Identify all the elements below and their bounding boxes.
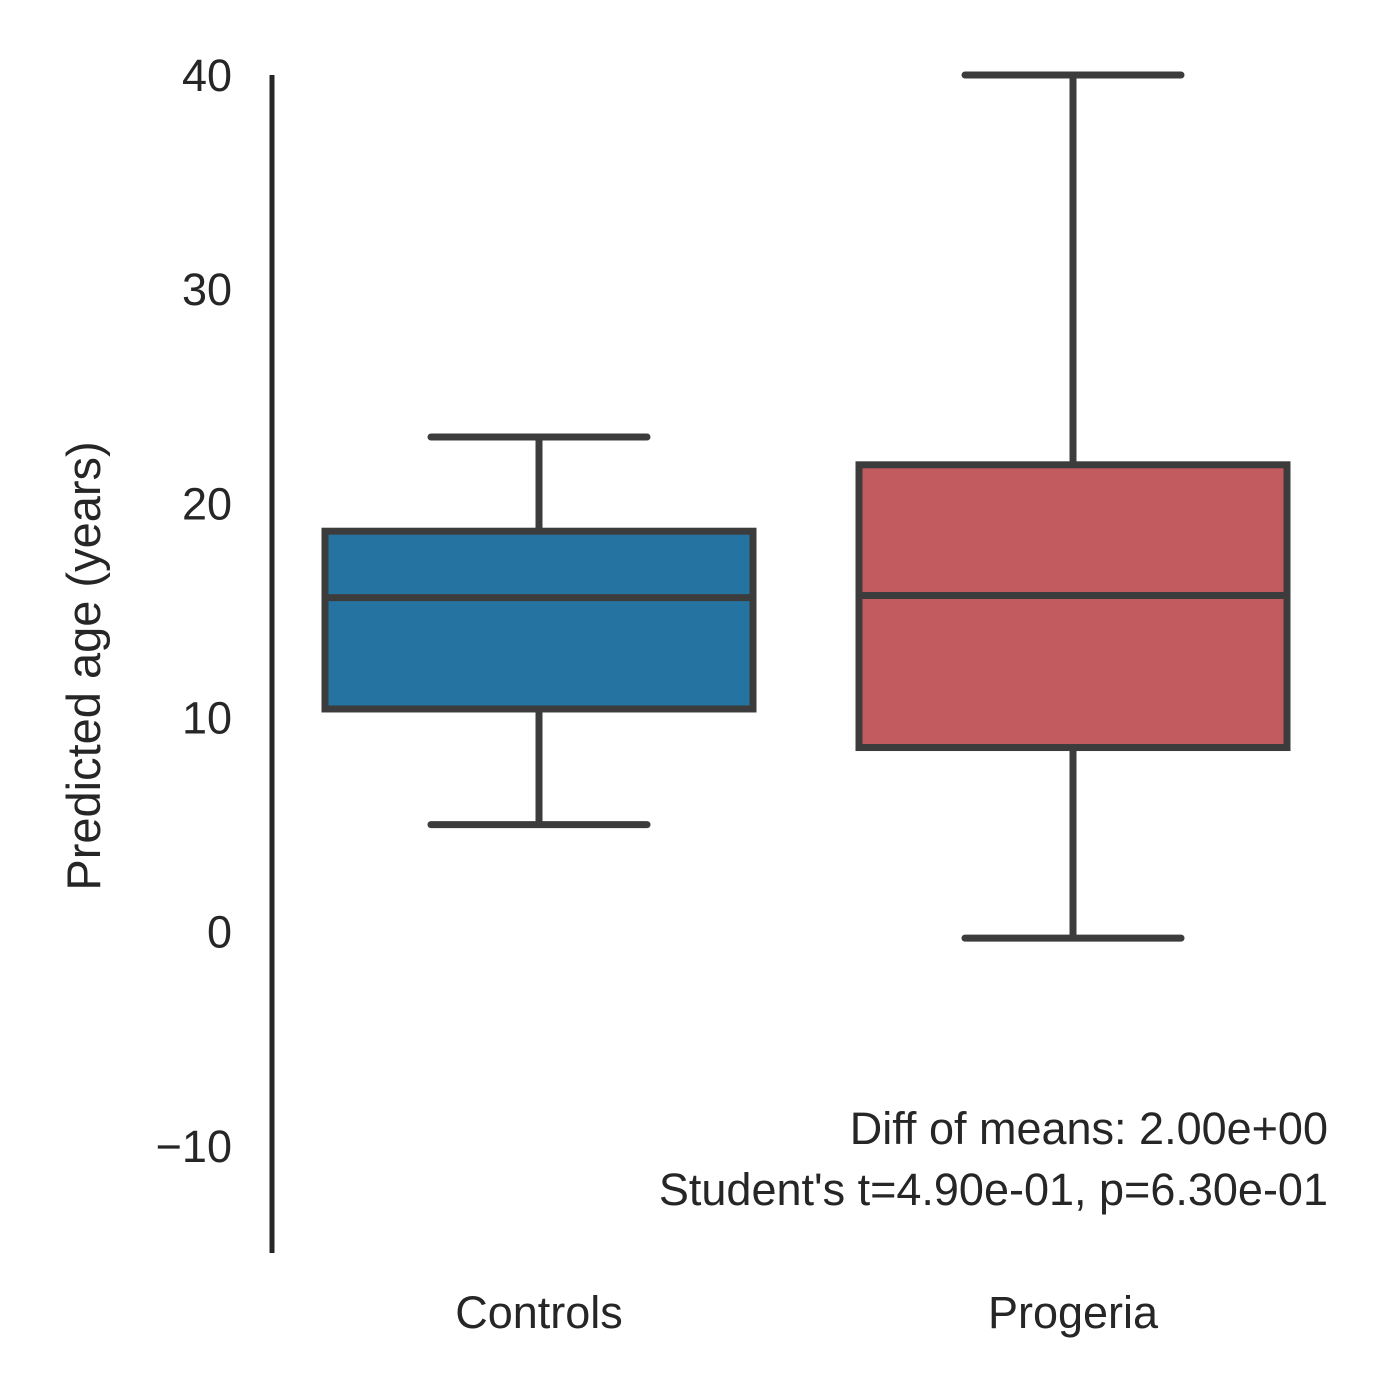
y-axis-ticks: −10 0 10 20 30 40	[156, 50, 232, 1172]
annotation-diff-of-means: Diff of means: 2.00e+00	[850, 1103, 1328, 1154]
y-tick-label: 40	[182, 50, 232, 101]
y-tick-label: 30	[182, 264, 232, 315]
y-tick-label: −10	[156, 1121, 232, 1172]
annotation-t-test: Student's t=4.90e-01, p=6.30e-01	[659, 1164, 1328, 1215]
x-axis-categories: Controls Progeria	[455, 1287, 1159, 1338]
y-tick-label: 10	[182, 693, 232, 744]
y-tick-label: 20	[182, 478, 232, 529]
iqr-box	[855, 461, 1291, 752]
box-progeria	[855, 71, 1291, 942]
x-tick-label: Progeria	[988, 1287, 1159, 1338]
x-tick-label: Controls	[455, 1287, 623, 1338]
y-axis-label: Predicted age (years)	[57, 441, 110, 890]
iqr-box	[321, 527, 757, 713]
box-controls	[321, 433, 757, 829]
y-tick-label: 0	[207, 907, 232, 958]
box-series	[321, 71, 1291, 942]
